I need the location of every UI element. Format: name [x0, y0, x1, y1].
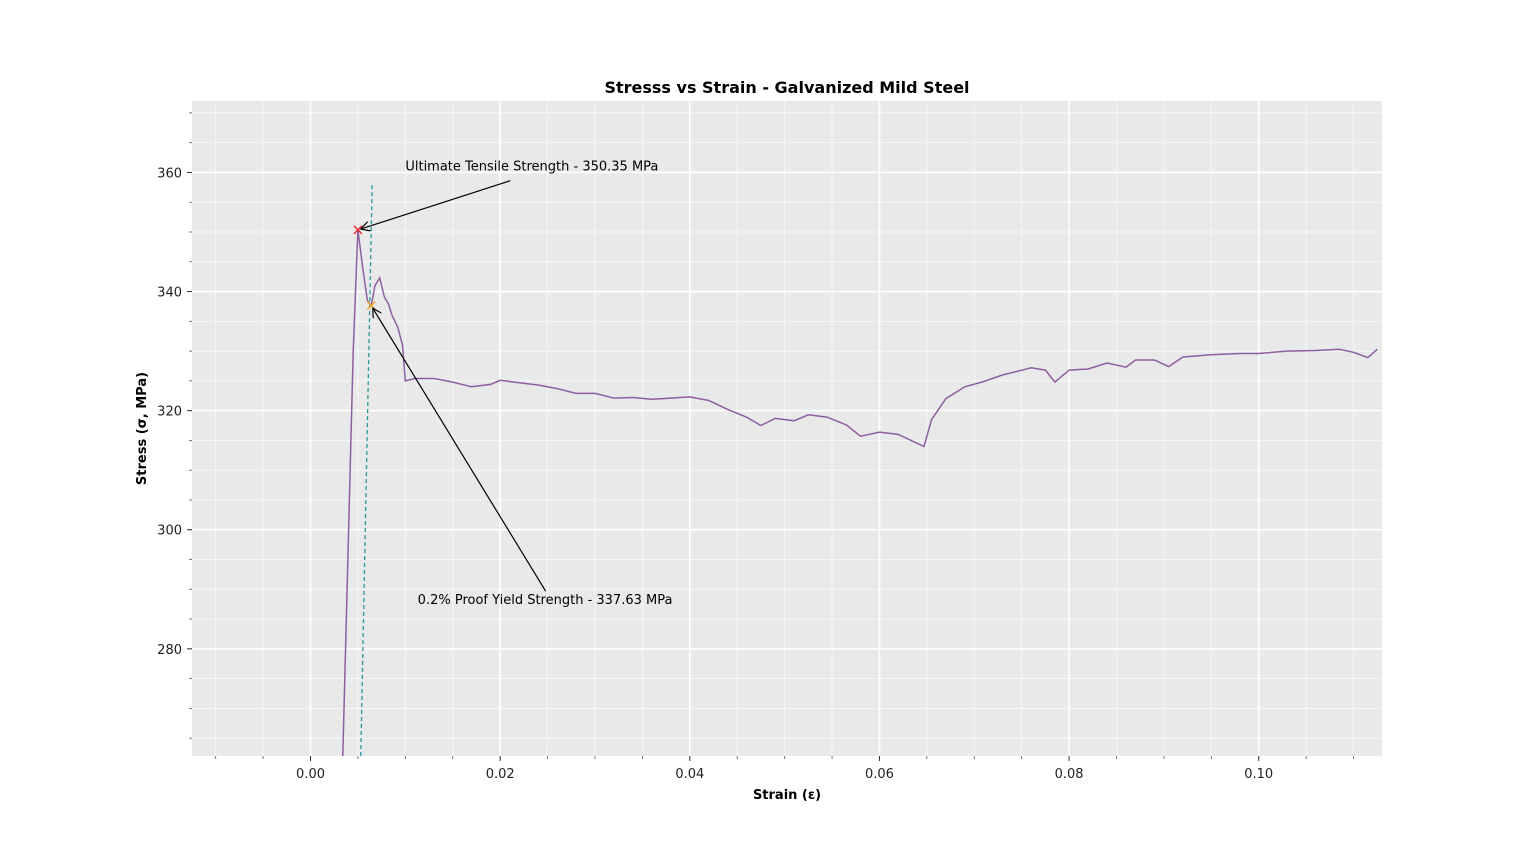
- y-axis-title: Stress (σ, MPa): [135, 372, 150, 485]
- uts-annotation-label: Ultimate Tensile Strength - 350.35 MPa: [405, 160, 658, 175]
- plot-content: [342, 184, 1378, 756]
- x-axis-ticks: 0.00 0.02 0.04 0.06 0.08 0.10: [215, 756, 1354, 782]
- x-tick-label: 0.06: [865, 767, 894, 782]
- x-tick-label: 0.04: [675, 767, 704, 782]
- x-tick-label: 0.10: [1244, 767, 1273, 782]
- stress-strain-curve: [342, 229, 1378, 756]
- yield-arrow: [373, 309, 547, 592]
- y-tick-label: 360: [157, 166, 182, 181]
- plot-area-background: [192, 101, 1382, 756]
- y-tick-label: 320: [157, 405, 182, 420]
- major-gridlines: [192, 101, 1382, 756]
- offset-line-0.2pct: [360, 184, 373, 756]
- y-tick-label: 300: [157, 524, 182, 539]
- chart-title: Stresss vs Strain - Galvanized Mild Stee…: [604, 78, 969, 97]
- y-tick-label: 340: [157, 286, 182, 301]
- annotations: Ultimate Tensile Strength - 350.35 MPa 0.…: [353, 160, 673, 608]
- x-axis-title: Strain (ε): [753, 788, 821, 803]
- x-tick-label: 0.02: [486, 767, 515, 782]
- x-tick-label: 0.08: [1055, 767, 1084, 782]
- uts-arrow: [362, 180, 511, 229]
- x-tick-label: 0.00: [296, 767, 325, 782]
- yield-annotation-label: 0.2% Proof Yield Strength - 337.63 MPa: [418, 593, 673, 608]
- y-axis-ticks: 280 300 320 340 360: [157, 112, 192, 739]
- y-tick-label: 280: [157, 643, 182, 658]
- marker-stroke: [366, 301, 376, 311]
